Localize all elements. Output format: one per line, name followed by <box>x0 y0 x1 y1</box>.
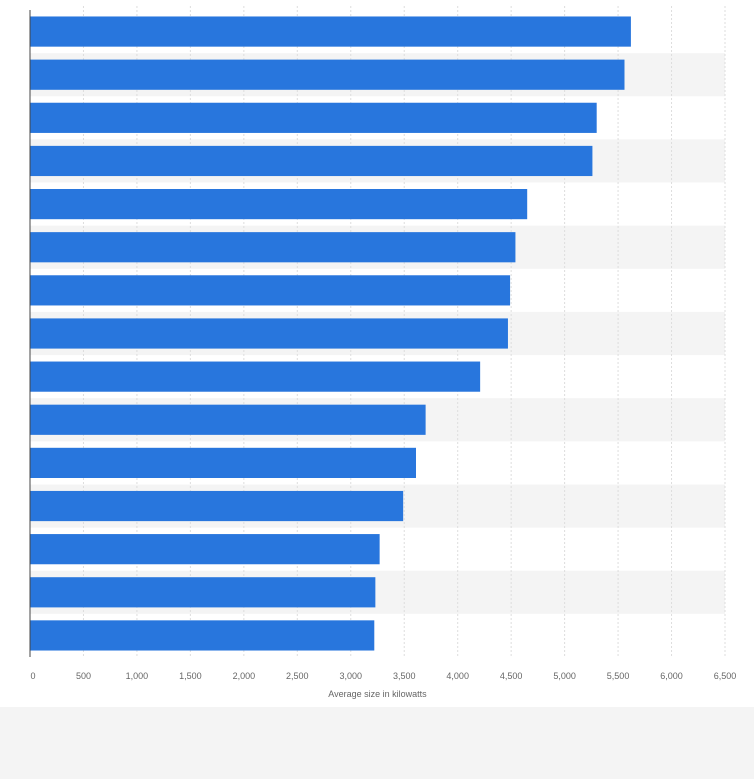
bar <box>30 275 511 306</box>
bar <box>30 102 597 133</box>
bar <box>30 318 508 349</box>
bar-chart: 0 500 1,000 1,500 2,000 2,500 3,000 3,500 4,000 4… <box>29 6 736 699</box>
bar <box>30 577 376 608</box>
bar <box>30 404 426 435</box>
x-tick-label: 0 <box>30 671 35 681</box>
bar <box>30 189 528 220</box>
x-tick-label: 5,500 <box>607 671 630 681</box>
x-tick-label: 4,500 <box>500 671 523 681</box>
bar <box>30 16 631 47</box>
x-axis-title: Average size in kilowatts <box>328 689 427 699</box>
x-tick-label: 4,000 <box>446 671 469 681</box>
bar <box>30 447 416 478</box>
bar <box>30 534 380 565</box>
bar <box>30 232 516 263</box>
x-tick-label: 3,000 <box>340 671 363 681</box>
x-tick-label: 6,000 <box>660 671 683 681</box>
bar <box>30 620 375 651</box>
bar <box>30 361 481 392</box>
x-tick-label: 500 <box>76 671 91 681</box>
bar <box>30 145 593 177</box>
x-tick-label: 5,000 <box>553 671 576 681</box>
x-tick-label: 1,500 <box>179 671 202 681</box>
bars <box>30 16 631 651</box>
footer-band <box>0 707 754 779</box>
bar <box>30 490 404 522</box>
x-tick-label: 2,000 <box>233 671 256 681</box>
x-tick-label: 6,500 <box>714 671 737 681</box>
x-tick-label: 3,500 <box>393 671 416 681</box>
x-tick-label: 1,000 <box>126 671 149 681</box>
x-tick-label: 2,500 <box>286 671 309 681</box>
x-axis-ticks: 0 500 1,000 1,500 2,000 2,500 3,000 3,500 4,000 4… <box>30 671 736 681</box>
bar <box>30 59 625 90</box>
